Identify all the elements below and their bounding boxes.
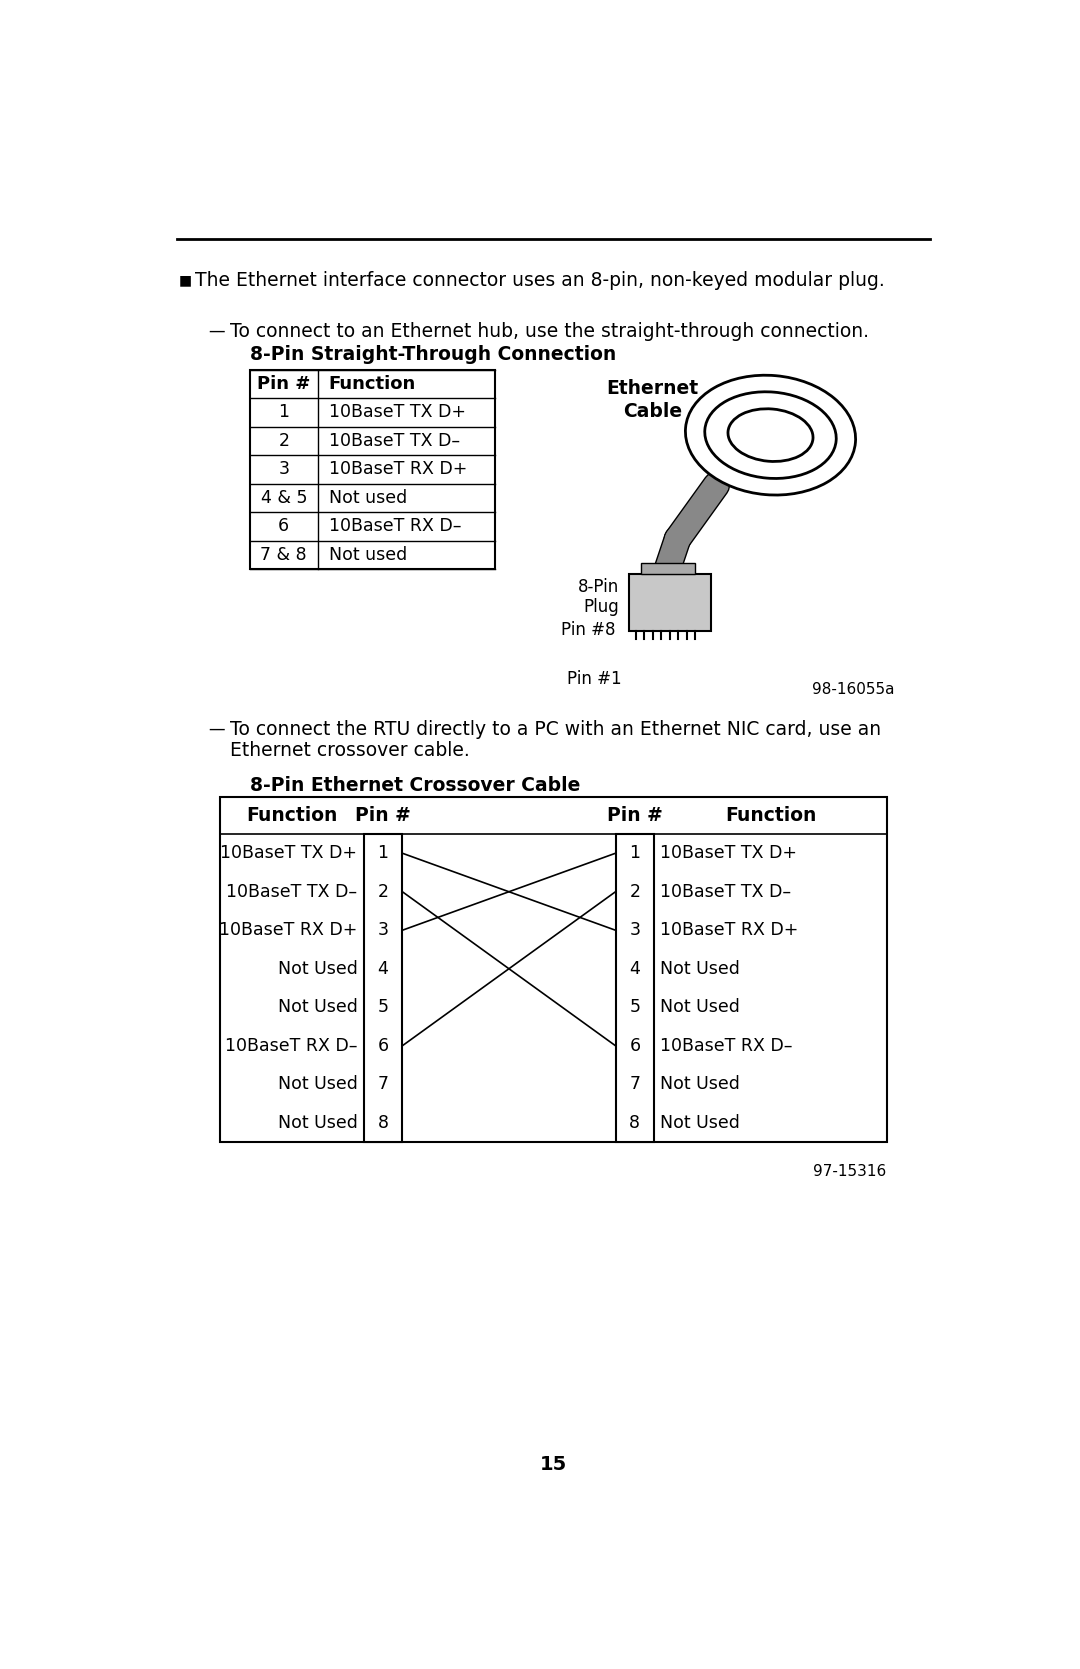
Bar: [249, 369, 495, 569]
Text: 8-Pin Straight-Through Connection: 8-Pin Straight-Through Connection: [249, 344, 616, 364]
Text: Pin #: Pin #: [355, 806, 410, 824]
Ellipse shape: [686, 376, 855, 496]
Text: 10BaseT TX D–: 10BaseT TX D–: [328, 432, 460, 451]
Text: 1: 1: [378, 845, 389, 863]
Text: Not Used: Not Used: [661, 960, 740, 978]
Text: 5: 5: [630, 998, 640, 1016]
Text: 6: 6: [630, 1036, 640, 1055]
Text: 3: 3: [279, 461, 289, 479]
Text: 8-Pin Ethernet Crossover Cable: 8-Pin Ethernet Crossover Cable: [249, 776, 580, 794]
Text: 4: 4: [378, 960, 389, 978]
Text: 4: 4: [630, 960, 640, 978]
Text: 10BaseT TX D+: 10BaseT TX D+: [220, 845, 357, 863]
Text: Ethernet
Cable: Ethernet Cable: [607, 379, 699, 421]
Text: ■: ■: [178, 274, 191, 287]
Text: 5: 5: [378, 998, 389, 1016]
Text: Not Used: Not Used: [661, 1075, 740, 1093]
Text: 10BaseT TX D+: 10BaseT TX D+: [661, 845, 797, 863]
Text: Not Used: Not Used: [278, 960, 357, 978]
Text: 10BaseT RX D+: 10BaseT RX D+: [328, 461, 468, 479]
Text: 8: 8: [630, 1113, 640, 1132]
Text: 10BaseT TX D+: 10BaseT TX D+: [328, 404, 465, 421]
Text: 1: 1: [630, 845, 640, 863]
Text: Ethernet crossover cable.: Ethernet crossover cable.: [230, 741, 470, 759]
Text: Function: Function: [246, 806, 338, 824]
Text: Function: Function: [328, 376, 416, 392]
Text: Not Used: Not Used: [278, 1113, 357, 1132]
Text: 3: 3: [630, 921, 640, 940]
Text: 97-15316: 97-15316: [813, 1163, 887, 1178]
Text: Pin #: Pin #: [607, 806, 663, 824]
Text: —: —: [208, 719, 226, 738]
Text: 10BaseT TX D–: 10BaseT TX D–: [661, 883, 792, 901]
Text: 10BaseT RX D–: 10BaseT RX D–: [661, 1036, 793, 1055]
Text: —: —: [208, 322, 226, 340]
Text: 10BaseT RX D–: 10BaseT RX D–: [328, 517, 461, 536]
Text: 4 & 5: 4 & 5: [260, 489, 307, 507]
Text: The Ethernet interface connector uses an 8-pin, non-keyed modular plug.: The Ethernet interface connector uses an…: [195, 270, 886, 290]
Text: 10BaseT RX D+: 10BaseT RX D+: [661, 921, 799, 940]
Text: 98-16055a: 98-16055a: [812, 681, 894, 696]
Text: Pin #8: Pin #8: [561, 621, 616, 639]
Text: 1: 1: [279, 404, 289, 421]
Text: 7 & 8: 7 & 8: [260, 546, 307, 564]
Text: 10BaseT TX D–: 10BaseT TX D–: [227, 883, 357, 901]
Text: 10BaseT RX D+: 10BaseT RX D+: [219, 921, 357, 940]
Text: Not used: Not used: [328, 489, 407, 507]
Text: Not Used: Not Used: [278, 1075, 357, 1093]
Text: 3: 3: [378, 921, 389, 940]
Bar: [642, 562, 696, 574]
Bar: [616, 834, 654, 1142]
Text: Not Used: Not Used: [278, 998, 357, 1016]
Bar: [630, 574, 711, 631]
Text: 7: 7: [378, 1075, 389, 1093]
Text: To connect the RTU directly to a PC with an Ethernet NIC card, use an: To connect the RTU directly to a PC with…: [230, 719, 880, 739]
Text: Not Used: Not Used: [661, 1113, 740, 1132]
Text: To connect to an Ethernet hub, use the straight-through connection.: To connect to an Ethernet hub, use the s…: [230, 322, 868, 340]
Text: Pin #1: Pin #1: [567, 669, 622, 688]
Text: 8-Pin
Plug: 8-Pin Plug: [578, 577, 619, 616]
Text: Function: Function: [725, 806, 816, 824]
Text: 2: 2: [378, 883, 389, 901]
Ellipse shape: [728, 409, 813, 461]
Text: Not Used: Not Used: [661, 998, 740, 1016]
Text: 8: 8: [378, 1113, 389, 1132]
Text: 2: 2: [279, 432, 289, 451]
Text: 6: 6: [279, 517, 289, 536]
Text: 6: 6: [377, 1036, 389, 1055]
Text: 15: 15: [540, 1455, 567, 1474]
Bar: [364, 834, 403, 1142]
Text: Pin #: Pin #: [257, 376, 310, 392]
Bar: [220, 798, 887, 1142]
Ellipse shape: [705, 392, 836, 479]
Text: 10BaseT RX D–: 10BaseT RX D–: [225, 1036, 357, 1055]
Text: 7: 7: [630, 1075, 640, 1093]
Text: 2: 2: [630, 883, 640, 901]
Text: Not used: Not used: [328, 546, 407, 564]
